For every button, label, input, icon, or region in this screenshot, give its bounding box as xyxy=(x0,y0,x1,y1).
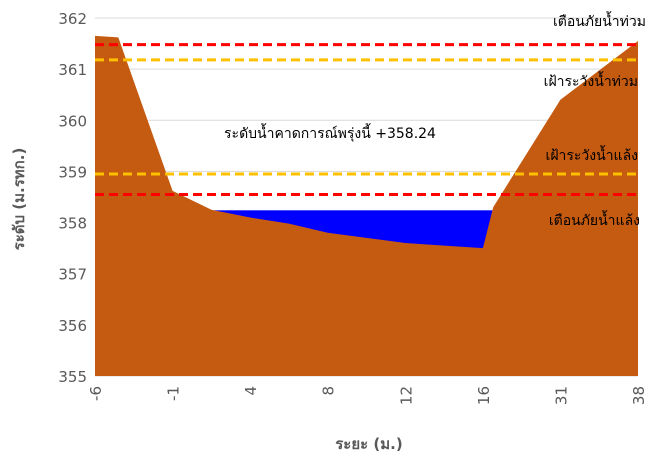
x-tick-label-4: 12 xyxy=(397,386,415,405)
water-level-label: ระดับน้ำคาดการณ์พรุ่งนี้ +358.24 xyxy=(224,123,436,142)
ground-layer xyxy=(95,35,638,377)
x-tick-label-0: -6 xyxy=(87,386,105,401)
y-tick-label-356: 356 xyxy=(58,317,87,335)
x-tick-label-5: 16 xyxy=(475,386,493,405)
ref-label-low-warning: เตือนภัยน้ำแล้ง xyxy=(549,210,640,229)
y-tick-label-355: 355 xyxy=(58,368,87,386)
x-tick-label-2: 4 xyxy=(242,386,260,396)
x-tick-label-6: 31 xyxy=(552,386,570,405)
ground-profile-area xyxy=(95,35,638,377)
x-axis-title: ระยะ (ม.) xyxy=(335,435,402,453)
x-tick-label-7: 38 xyxy=(630,386,648,405)
y-tick-label-361: 361 xyxy=(58,61,87,79)
y-tick-label-357: 357 xyxy=(58,266,87,284)
ref-label-flood-watch: เฝ้าระวังน้ำท่วม xyxy=(544,71,638,90)
y-axis-title: ระดับ (ม.รทก.) xyxy=(10,148,28,251)
y-axis-ticks: 355 356 357 358 359 360 361 362 xyxy=(58,10,87,386)
reference-lines xyxy=(95,43,638,196)
x-axis-ticks: -6 -1 4 8 12 16 31 38 xyxy=(87,386,648,405)
ref-label-low-watch: เฝ้าระวังน้ำแล้ง xyxy=(546,145,638,164)
x-tick-label-1: -1 xyxy=(165,386,183,401)
y-tick-label-362: 362 xyxy=(58,10,87,28)
ref-label-flood-warning: เตือนภัยน้ำท่วม xyxy=(553,11,646,30)
y-tick-label-360: 360 xyxy=(58,112,87,130)
y-tick-label-359: 359 xyxy=(58,163,87,181)
x-tick-label-3: 8 xyxy=(320,386,338,396)
y-tick-label-358: 358 xyxy=(58,215,87,233)
